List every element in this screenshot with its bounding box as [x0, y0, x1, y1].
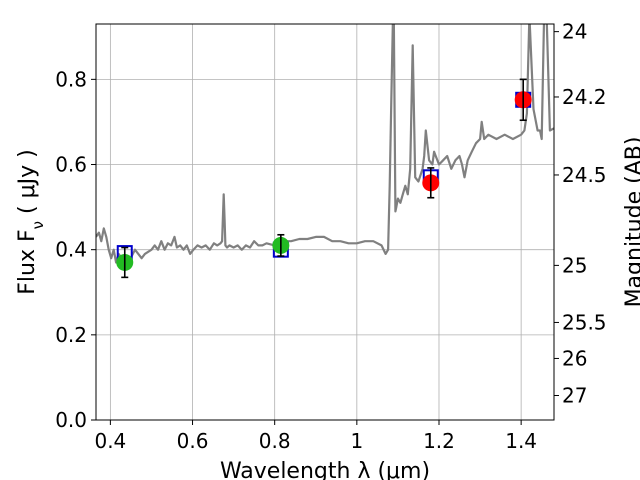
right-tick-label: 27: [562, 383, 587, 407]
x-axis-ticks: 0.4 0.6 0.8 1 1.2 1.4: [94, 420, 537, 453]
spectrum-layer: [96, 24, 554, 264]
right-axis-ticks: 24 24.2 24.5 25 25.5 26 27: [554, 20, 607, 407]
x-tick-label: 0.6: [177, 429, 209, 453]
y-tick-label: 0.4: [55, 238, 87, 262]
x-axis-label: Wavelength λ (μm): [220, 459, 430, 480]
grid: [96, 24, 554, 421]
right-tick-label: 24.2: [562, 85, 607, 109]
y-axis-ticks: 0.0 0.2 0.4 0.6 0.8: [55, 67, 96, 432]
spectrum-line: [96, 24, 554, 264]
x-tick-label: 1: [350, 429, 363, 453]
right-tick-label: 24: [562, 20, 587, 44]
y-label-part: Flux F: [15, 229, 40, 294]
x-tick-label: 1.2: [423, 429, 455, 453]
right-tick-label: 25: [562, 253, 587, 277]
y-label-subscript: ν: [29, 221, 47, 229]
y-tick-label: 0.0: [55, 408, 87, 432]
right-tick-label: 26: [562, 346, 587, 370]
y-tick-label: 0.2: [55, 323, 87, 347]
y-axis-label: Flux Fν ( μJy ): [15, 149, 47, 294]
right-tick-label: 25.5: [562, 310, 607, 334]
x-tick-label: 1.4: [505, 429, 537, 453]
plot-frame: [95, 23, 555, 421]
right-axis-label: Magnitude (AB): [622, 137, 640, 308]
y-tick-label: 0.8: [55, 67, 87, 91]
right-tick-label: 24.5: [562, 163, 607, 187]
y-label-part: ( μJy ): [15, 149, 40, 221]
x-tick-label: 0.8: [259, 429, 291, 453]
y-tick-label: 0.6: [55, 153, 87, 177]
x-tick-label: 0.4: [94, 429, 126, 453]
marker-layer: [116, 78, 532, 279]
